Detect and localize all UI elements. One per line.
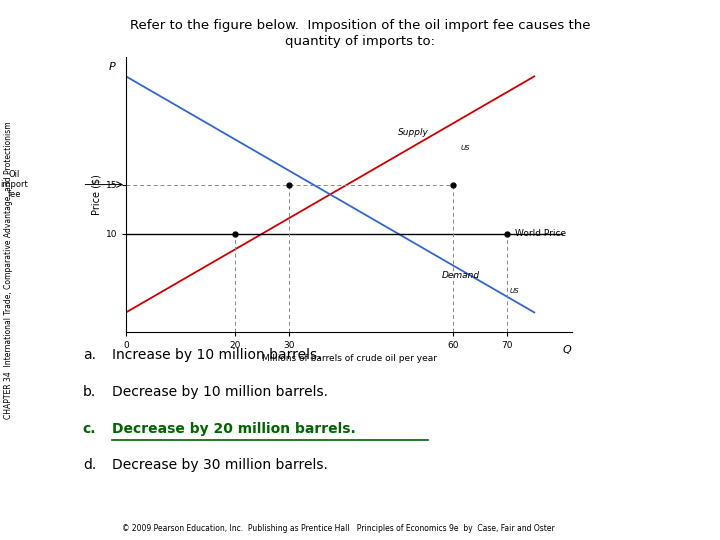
Text: c.: c. [83, 422, 96, 436]
Text: Demand: Demand [442, 271, 480, 280]
Text: Q: Q [562, 345, 572, 355]
Text: 44 of
49: 44 of 49 [652, 512, 682, 534]
Text: © 2009 Pearson Education, Inc.  Publishing as Prentice Hall   Principles of Econ: © 2009 Pearson Education, Inc. Publishin… [122, 524, 555, 533]
Text: Decrease by 30 million barrels.: Decrease by 30 million barrels. [112, 458, 328, 472]
Text: US: US [461, 145, 470, 151]
Text: Refer to the figure below.  Imposition of the oil import fee causes the: Refer to the figure below. Imposition of… [130, 19, 590, 32]
Text: d.: d. [83, 458, 96, 472]
Text: P: P [109, 62, 116, 71]
Text: CHAPTER 34  International Trade, Comparative Advantage, and Protectionism: CHAPTER 34 International Trade, Comparat… [4, 121, 13, 419]
Text: Oil
import
fee: Oil import fee [0, 170, 28, 199]
Text: Decrease by 10 million barrels.: Decrease by 10 million barrels. [112, 385, 328, 399]
Text: Increase by 10 million barrels.: Increase by 10 million barrels. [112, 348, 321, 362]
Text: World Price: World Price [516, 230, 567, 238]
Text: Supply: Supply [398, 129, 429, 137]
Text: quantity of imports to:: quantity of imports to: [285, 35, 435, 48]
Text: Decrease by 20 million barrels.: Decrease by 20 million barrels. [112, 422, 356, 436]
Text: US: US [510, 288, 519, 294]
Text: a.: a. [83, 348, 96, 362]
Y-axis label: Price ($): Price ($) [91, 174, 102, 215]
Text: b.: b. [83, 385, 96, 399]
X-axis label: Millions of barrels of crude oil per year: Millions of barrels of crude oil per yea… [261, 354, 437, 363]
